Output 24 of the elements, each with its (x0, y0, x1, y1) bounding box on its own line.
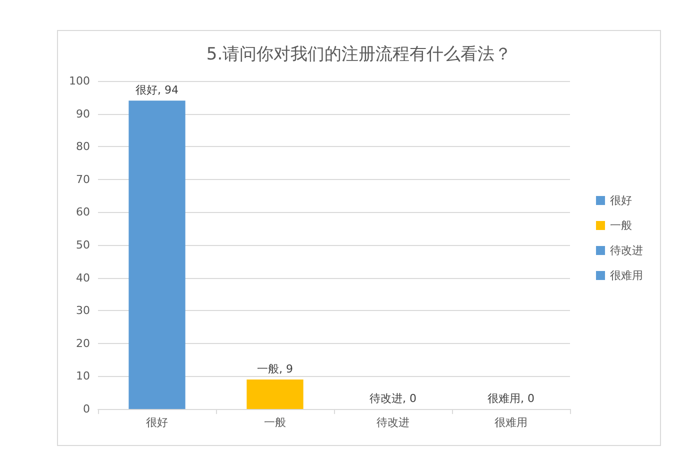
y-tick-label: 10 (76, 370, 90, 383)
y-tick-label: 0 (83, 402, 90, 416)
legend-label: 很好 (610, 194, 632, 207)
chart-title: 5.请问你对我们的注册流程有什么看法？ (206, 44, 512, 64)
data-label: 一般, 9 (257, 362, 293, 376)
x-tick-label: 很难用 (494, 416, 528, 429)
y-tick-label: 80 (76, 140, 90, 154)
data-label: 很难用, 0 (488, 392, 534, 405)
data-label: 待改进, 0 (370, 392, 416, 405)
x-tick-label: 一般 (264, 416, 286, 429)
y-tick-label: 60 (76, 206, 90, 219)
legend-label: 一般 (610, 219, 632, 232)
y-tick-label: 70 (76, 172, 90, 186)
y-tick-label: 50 (76, 238, 90, 252)
legend-label: 待改进 (610, 244, 643, 257)
y-tick-label: 90 (76, 107, 90, 120)
legend-label: 很难用 (610, 269, 643, 282)
y-tick-label: 100 (69, 74, 90, 88)
x-tick-label: 很好 (146, 416, 168, 429)
y-tick-label: 20 (76, 336, 90, 350)
data-label: 很好, 94 (136, 84, 178, 97)
y-tick-label: 30 (76, 304, 90, 318)
y-tick-label: 40 (76, 271, 90, 284)
x-tick-label: 待改进 (376, 416, 410, 429)
